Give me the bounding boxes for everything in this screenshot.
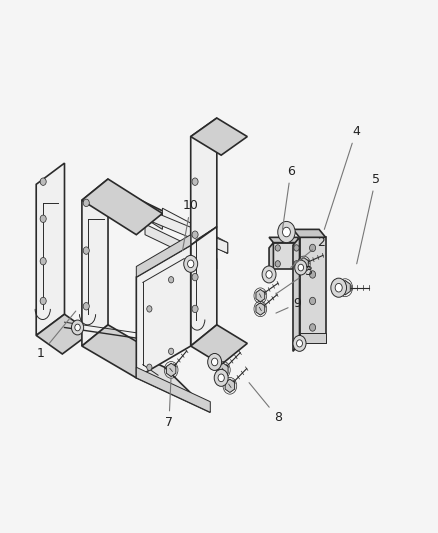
Polygon shape [36,163,64,335]
Circle shape [40,257,46,265]
Text: 7: 7 [165,378,173,430]
Polygon shape [145,224,217,269]
Polygon shape [225,379,235,392]
Circle shape [192,305,198,313]
Circle shape [208,353,222,370]
Polygon shape [269,237,302,243]
Polygon shape [91,322,136,378]
Circle shape [184,255,198,272]
Circle shape [310,297,316,305]
Polygon shape [293,237,300,351]
Circle shape [192,231,198,238]
Circle shape [40,215,46,222]
Polygon shape [36,314,91,354]
Text: 5: 5 [357,173,380,264]
Text: 4: 4 [324,125,360,229]
Polygon shape [108,184,162,229]
Polygon shape [269,243,273,274]
Text: 1: 1 [37,311,76,360]
Circle shape [187,260,194,268]
Circle shape [212,358,218,366]
Polygon shape [300,237,325,343]
Circle shape [262,266,276,283]
Polygon shape [82,179,162,235]
Text: 2: 2 [291,236,325,268]
Circle shape [297,340,303,347]
Circle shape [147,364,152,370]
Circle shape [294,245,299,251]
Polygon shape [191,325,247,365]
Circle shape [83,199,89,207]
Circle shape [310,324,316,331]
Polygon shape [273,243,302,269]
Circle shape [169,277,174,283]
Polygon shape [191,227,217,346]
Circle shape [310,244,316,252]
Polygon shape [219,363,228,377]
Circle shape [278,221,295,243]
Polygon shape [136,367,210,413]
Circle shape [83,303,89,310]
Circle shape [192,178,198,185]
Circle shape [71,320,84,335]
Text: 9: 9 [276,297,301,313]
Polygon shape [136,245,191,378]
Circle shape [40,178,46,185]
Text: 6: 6 [283,165,295,229]
Polygon shape [82,325,162,378]
Polygon shape [162,208,228,253]
Circle shape [83,247,89,254]
Circle shape [266,271,272,278]
Polygon shape [300,333,325,343]
Circle shape [293,335,306,351]
Circle shape [218,374,224,382]
Circle shape [335,284,342,292]
Circle shape [310,271,316,278]
Text: 10: 10 [183,199,199,251]
Polygon shape [62,322,91,333]
Polygon shape [138,206,228,253]
Polygon shape [91,333,210,413]
Circle shape [283,227,290,237]
Text: 8: 8 [249,383,282,424]
Polygon shape [256,303,265,315]
Circle shape [295,260,307,275]
Circle shape [298,264,304,271]
Circle shape [294,261,299,267]
Polygon shape [166,363,176,377]
Circle shape [147,306,152,312]
Polygon shape [293,229,325,237]
Circle shape [275,261,280,267]
Circle shape [275,245,280,251]
Polygon shape [108,184,228,253]
Circle shape [192,273,198,281]
Polygon shape [191,118,247,155]
Polygon shape [340,280,350,295]
Polygon shape [256,289,265,302]
Circle shape [169,348,174,354]
Text: 3: 3 [276,265,312,294]
Polygon shape [300,257,308,270]
Polygon shape [136,235,191,277]
Circle shape [331,278,346,297]
Circle shape [40,297,46,305]
Polygon shape [191,118,217,245]
Circle shape [75,324,80,331]
Polygon shape [82,179,108,346]
Circle shape [214,369,228,386]
